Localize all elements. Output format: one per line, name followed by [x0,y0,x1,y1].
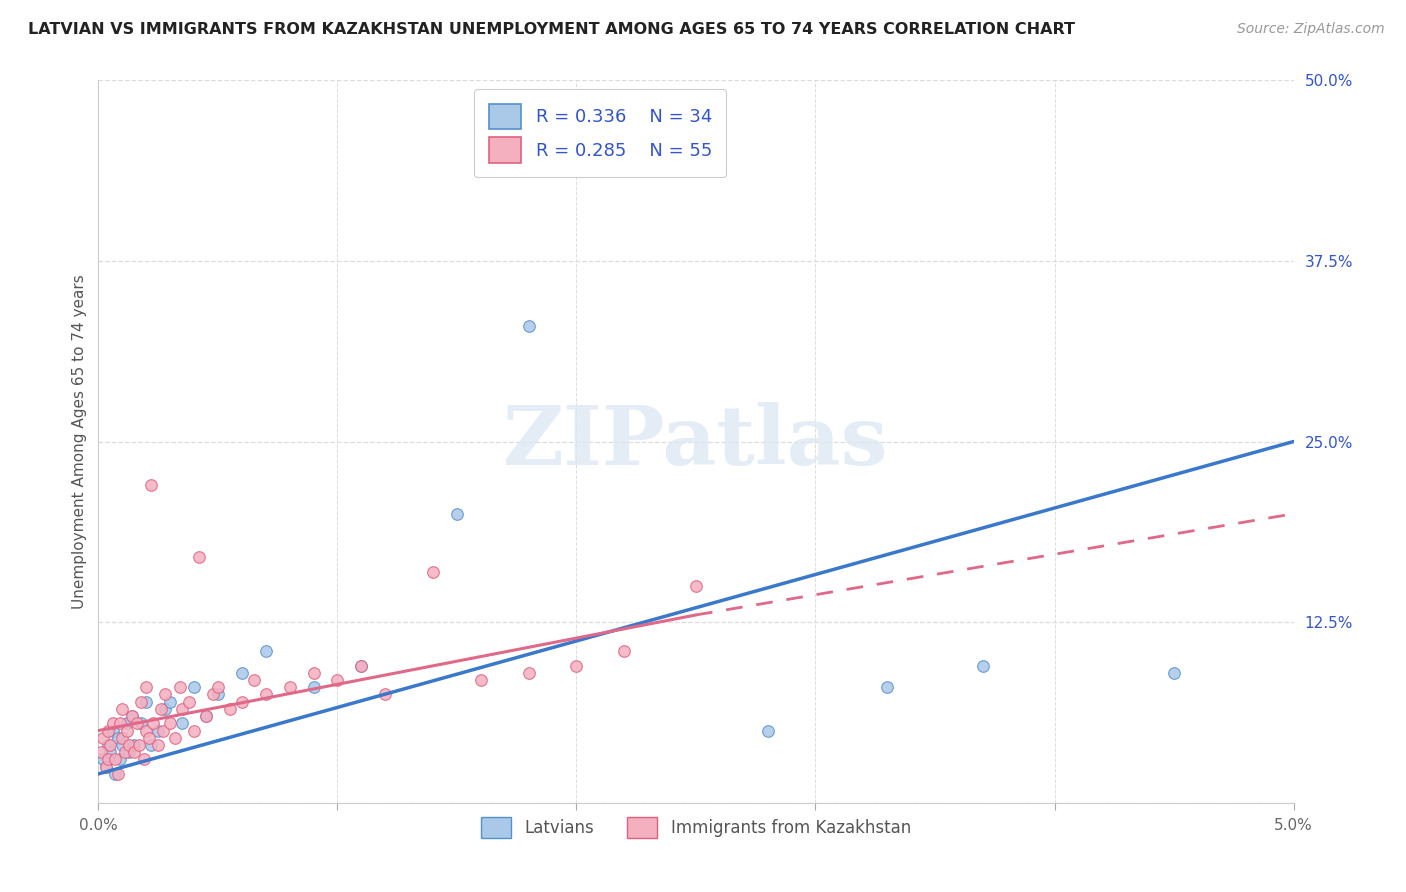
Point [107,731,129,745]
Point [565,658,588,673]
Point [139,478,162,492]
Point [195,709,218,723]
Point [446,507,468,521]
Point [169,680,191,694]
Text: Source: ZipAtlas.com: Source: ZipAtlas.com [1237,22,1385,37]
Point [148,723,170,738]
Point [97,752,120,766]
Point [254,644,277,658]
Point [685,579,707,593]
Point [135,723,157,738]
Point [135,695,157,709]
Point [97,738,120,752]
Point [111,738,134,752]
Point [124,738,146,752]
Point [94,760,117,774]
Point [231,695,253,709]
Point [517,318,540,333]
Point [152,723,174,738]
Legend: Latvians, Immigrants from Kazakhstan: Latvians, Immigrants from Kazakhstan [474,810,918,845]
Point [876,680,898,694]
Point [135,680,157,694]
Point [108,716,131,731]
Point [1163,665,1185,680]
Point [131,716,153,731]
Point [94,760,117,774]
Point [90,745,112,759]
Point [159,695,181,709]
Point [155,702,177,716]
Point [231,665,253,680]
Point [128,738,150,752]
Point [183,723,205,738]
Point [187,550,209,565]
Point [148,738,170,752]
Point [91,752,114,766]
Point [163,731,186,745]
Text: LATVIAN VS IMMIGRANTS FROM KAZAKHSTAN UNEMPLOYMENT AMONG AGES 65 TO 74 YEARS COR: LATVIAN VS IMMIGRANTS FROM KAZAKHSTAN UN… [28,22,1076,37]
Point [101,716,124,731]
Point [302,665,325,680]
Point [138,731,160,745]
Point [326,673,349,687]
Point [124,745,146,759]
Y-axis label: Unemployment Among Ages 65 to 74 years: Unemployment Among Ages 65 to 74 years [72,274,87,609]
Point [132,752,155,766]
Point [118,738,141,752]
Point [972,658,994,673]
Point [219,702,242,716]
Point [114,745,136,759]
Point [139,738,162,752]
Point [118,745,141,759]
Point [107,767,129,781]
Point [121,709,143,723]
Point [115,723,138,738]
Point [422,565,444,579]
Point [470,673,492,687]
Point [111,702,134,716]
Point [98,738,122,752]
Point [101,723,124,738]
Point [254,687,277,701]
Point [207,687,229,701]
Point [243,673,266,687]
Point [179,695,201,709]
Point [350,658,373,673]
Point [98,745,122,759]
Point [195,709,218,723]
Point [131,695,153,709]
Point [685,160,707,174]
Text: ZIPatlas: ZIPatlas [503,401,889,482]
Point [142,716,165,731]
Point [613,644,636,658]
Point [159,716,181,731]
Point [108,752,131,766]
Point [278,680,301,694]
Point [172,702,194,716]
Point [121,709,143,723]
Point [115,716,138,731]
Point [104,752,127,766]
Point [111,731,134,745]
Point [172,716,194,731]
Point [91,731,114,745]
Point [183,680,205,694]
Point [350,658,373,673]
Point [155,687,177,701]
Point [374,687,396,701]
Point [302,680,325,694]
Point [97,723,120,738]
Point [756,723,779,738]
Point [202,687,225,701]
Point [149,702,172,716]
Point [517,665,540,680]
Point [125,716,148,731]
Point [104,767,127,781]
Point [207,680,229,694]
